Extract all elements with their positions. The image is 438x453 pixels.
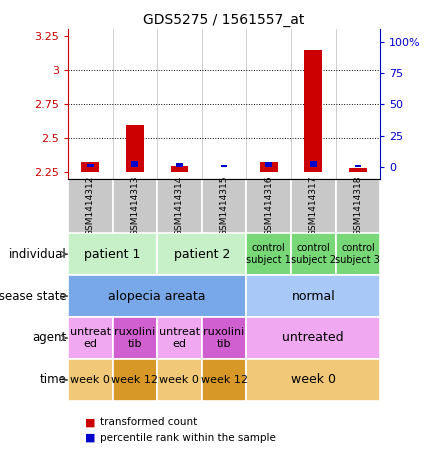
Bar [157,317,202,359]
Text: ruxolini
tib: ruxolini tib [114,327,155,349]
Text: week 12: week 12 [111,375,158,385]
Bar [157,359,202,401]
Text: control
subject 2: control subject 2 [291,243,336,265]
Text: GSM1414312: GSM1414312 [86,176,95,236]
Text: untreat
ed: untreat ed [70,327,111,349]
Bar [336,179,380,233]
Bar [176,163,183,167]
Text: week 12: week 12 [201,375,247,385]
Bar [336,233,380,275]
Bar [221,165,227,167]
Text: GSM1414317: GSM1414317 [309,176,318,236]
Bar [202,317,246,359]
Bar [113,359,157,401]
Bar [246,233,291,275]
Text: transformed count: transformed count [100,417,198,427]
Text: agent: agent [33,332,67,344]
Bar [126,125,144,173]
Bar [265,162,272,167]
Bar [354,165,361,167]
Bar [291,233,336,275]
Text: time: time [40,373,67,386]
Bar [170,166,188,173]
Text: individual: individual [9,248,67,260]
Bar [246,179,291,233]
Text: GSM1414316: GSM1414316 [264,176,273,236]
Bar [215,172,233,173]
Bar [68,275,246,317]
Text: ■: ■ [85,433,96,443]
Text: control
subject 3: control subject 3 [336,243,380,265]
Bar [349,169,367,173]
Text: percentile rank within the sample: percentile rank within the sample [100,433,276,443]
Text: week 0: week 0 [159,375,199,385]
Text: GSM1414314: GSM1414314 [175,176,184,236]
Text: untreat
ed: untreat ed [159,327,200,349]
Bar [157,179,202,233]
Bar [304,50,322,173]
Bar [310,161,317,167]
Bar [68,233,157,275]
Text: week 0: week 0 [291,373,336,386]
Bar [113,179,157,233]
Bar [68,179,113,233]
Bar [202,359,246,401]
Text: GSM1414315: GSM1414315 [219,176,229,236]
Bar [68,359,113,401]
Text: normal: normal [291,289,335,303]
Bar [68,317,113,359]
Bar [131,161,138,167]
Text: GSM1414313: GSM1414313 [131,176,139,236]
Title: GDS5275 / 1561557_at: GDS5275 / 1561557_at [143,13,305,27]
Text: control
subject 1: control subject 1 [246,243,291,265]
Text: untreated: untreated [283,332,344,344]
Bar [246,359,380,401]
Bar [113,317,157,359]
Bar [291,179,336,233]
Text: alopecia areata: alopecia areata [108,289,206,303]
Text: week 0: week 0 [70,375,110,385]
Text: ruxolini
tib: ruxolini tib [203,327,245,349]
Text: patient 2: patient 2 [173,248,230,260]
Text: patient 1: patient 1 [85,248,141,260]
Text: GSM1414318: GSM1414318 [353,176,362,236]
Text: disease state: disease state [0,289,67,303]
Bar [81,162,99,173]
Bar [260,162,278,173]
Bar [202,179,246,233]
Bar [246,275,380,317]
Text: ■: ■ [85,417,96,427]
Bar [87,164,94,167]
Bar [157,233,246,275]
Bar [246,317,380,359]
